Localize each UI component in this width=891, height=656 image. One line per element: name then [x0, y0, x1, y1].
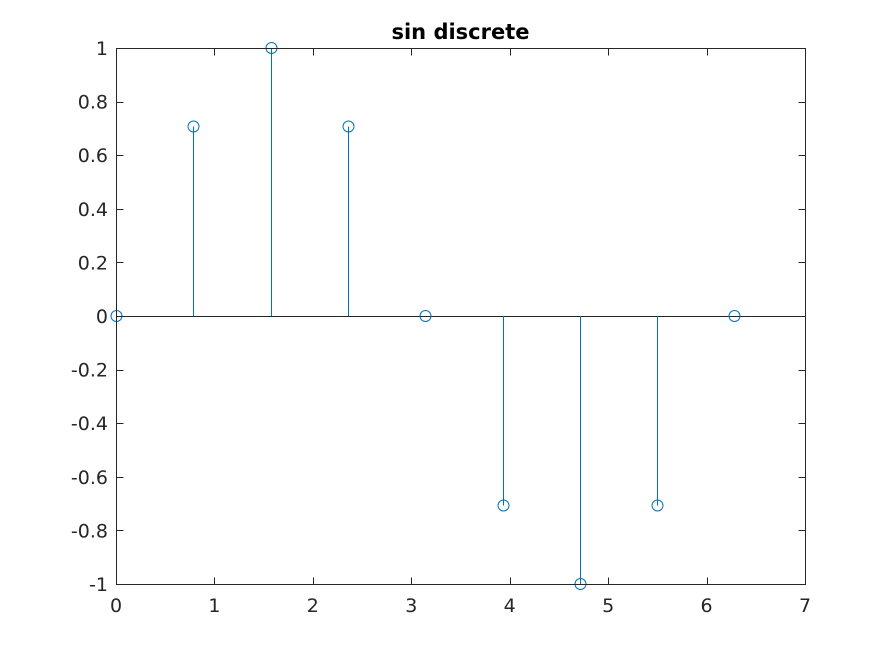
y-tick-label: -0.4 — [71, 413, 108, 435]
stem-marker — [651, 499, 664, 512]
y-tick-label: 0.8 — [78, 92, 108, 114]
stems-layer — [193, 48, 658, 584]
y-tick-label: -0.8 — [71, 520, 108, 542]
stem-marker — [728, 310, 741, 322]
y-tick-label: -0.6 — [71, 467, 108, 489]
stem-marker — [497, 499, 510, 512]
x-tick-label: 3 — [405, 595, 417, 617]
x-tick-label: 2 — [307, 595, 319, 617]
stem-marker — [419, 310, 432, 322]
stem-marker — [342, 120, 355, 133]
y-tick-label: 0.4 — [78, 199, 108, 221]
stem-marker — [187, 120, 200, 133]
x-tick-label: 5 — [602, 595, 614, 617]
y-axis-ticks: -1 -0.8 -0.6 -0.4 -0.2 0 0.2 0.4 0.6 0.8 1 — [71, 38, 806, 596]
y-tick-label: 0 — [96, 306, 108, 328]
x-tick-label: 4 — [504, 595, 516, 617]
y-tick-label: -1 — [89, 574, 108, 596]
y-tick-label: -0.2 — [71, 360, 108, 382]
y-tick-label: 1 — [96, 38, 108, 60]
y-tick-label: 0.6 — [78, 145, 108, 167]
x-tick-label: 1 — [208, 595, 220, 617]
y-tick-label: 0.2 — [78, 252, 108, 274]
x-axis-ticks: 0 1 2 3 4 5 6 7 — [110, 48, 811, 617]
chart-title: sin discrete — [391, 20, 529, 44]
x-tick-label: 6 — [701, 595, 713, 617]
x-tick-label: 7 — [799, 595, 811, 617]
x-tick-label: 0 — [110, 595, 122, 617]
